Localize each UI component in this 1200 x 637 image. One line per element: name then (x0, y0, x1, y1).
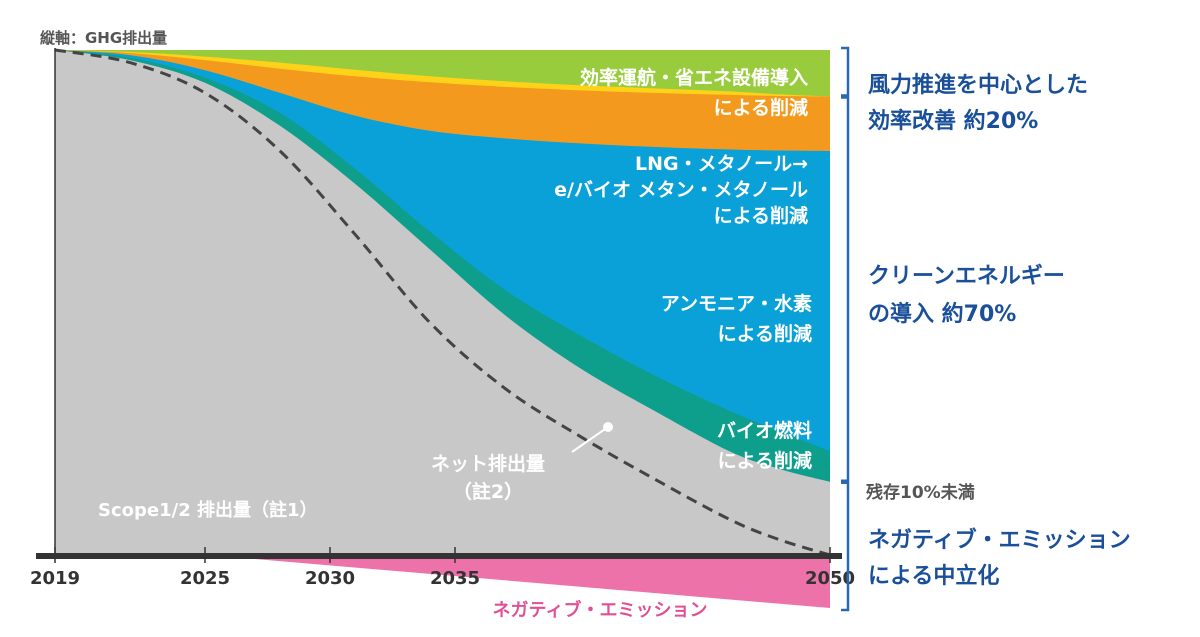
bracket-efficiency (841, 46, 850, 97)
axis-caption: 縦軸：GHG排出量 (40, 29, 167, 47)
label-net-1: ネット排出量 (431, 452, 545, 475)
net-emission-line (54, 48, 831, 557)
x-tick-label: 2050 (805, 568, 855, 589)
net-emission-dashed-line (54, 48, 831, 557)
net-emission-pointer-dot (603, 422, 613, 432)
x-tick-label: 2030 (305, 568, 355, 589)
label-net-2: （註2） (453, 480, 523, 503)
label-efficiency-2: による削減 (714, 96, 808, 119)
bracket-clean-energy (841, 96, 850, 483)
x-tick-label: 2019 (30, 568, 80, 589)
bracket-text-efficiency-1: 風力推進を中心とした (868, 73, 1088, 98)
label-ammonia-1: アンモニア・水素 (661, 292, 812, 315)
bracket-text-clean-1: クリーンエネルギー (868, 264, 1065, 289)
bracket-text-negative-1: ネガティブ・エミッション (868, 527, 1131, 553)
label-bio-1: バイオ燃料 (717, 419, 812, 442)
stacked-areas (55, 50, 830, 555)
label-lng-3: による削減 (714, 204, 808, 227)
label-lng-1: LNG・メタノール→ (635, 153, 808, 175)
x-tick-label: 2025 (180, 568, 230, 589)
negative-emission-wedge (255, 559, 830, 609)
negative-emission-area (255, 559, 830, 609)
label-efficiency-1: 効率運航・省エネ設備導入 (580, 66, 808, 89)
label-ammonia-2: による削減 (718, 322, 812, 345)
area-scope (55, 50, 830, 555)
label-negative-emission: ネガティブ・エミッション (493, 599, 708, 621)
label-lng-2: e/バイオ メタン・メタノール (554, 179, 808, 201)
x-tick-label: 2035 (430, 568, 480, 589)
bracket-text-efficiency-2: 効率改善 約20% (868, 108, 1038, 134)
label-scope: Scope1/2 排出量（註1） (98, 499, 318, 521)
bracket-text-negative-2: による中立化 (868, 563, 999, 589)
label-bio-2: による削減 (718, 449, 812, 472)
net-emission-pointer (571, 426, 609, 453)
residual-note: 残存10%未満 (866, 482, 975, 503)
bracket-negative (841, 481, 850, 612)
bracket-text-clean-2: の導入 約70% (868, 301, 1016, 327)
x-axis: 2019 2025 2030 2035 2050 (30, 48, 855, 589)
